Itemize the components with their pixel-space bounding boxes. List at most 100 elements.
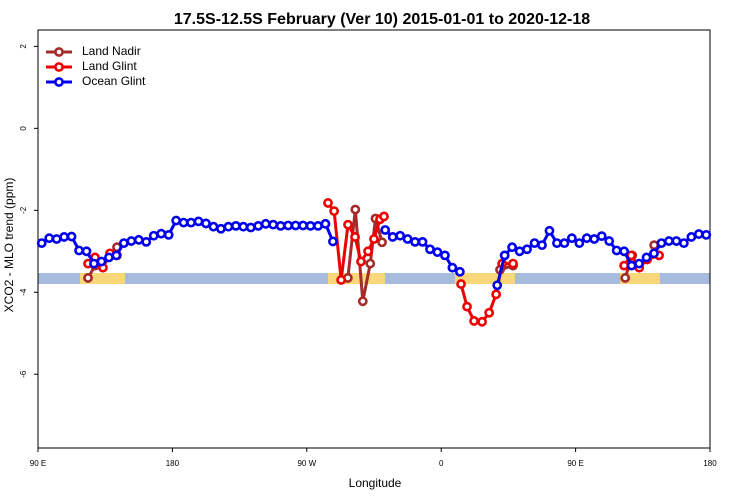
- point: [343, 219, 353, 230]
- x-tick-label: 90 E: [567, 459, 583, 468]
- point: [462, 301, 472, 312]
- point: [619, 260, 630, 271]
- point: [402, 234, 413, 244]
- point: [216, 223, 226, 234]
- point: [417, 236, 428, 247]
- point: [537, 240, 547, 251]
- point: [328, 236, 338, 247]
- point: [357, 296, 368, 307]
- point: [377, 237, 387, 248]
- point: [664, 236, 674, 246]
- point: [619, 246, 630, 257]
- point: [245, 222, 256, 233]
- point: [678, 238, 689, 248]
- point: [313, 220, 323, 231]
- point: [208, 221, 219, 232]
- point: [620, 273, 631, 283]
- point: [104, 252, 114, 263]
- point: [671, 236, 682, 246]
- land-mask: [38, 273, 710, 284]
- point: [186, 217, 196, 228]
- point: [178, 217, 189, 228]
- point: [508, 258, 518, 269]
- series: [83, 204, 660, 307]
- point: [329, 206, 340, 217]
- y-tick-label: 0: [19, 126, 28, 131]
- mask-land: [328, 273, 385, 284]
- point: [387, 232, 398, 242]
- point: [148, 230, 159, 241]
- series: [36, 215, 712, 291]
- point: [454, 266, 465, 277]
- point: [163, 230, 174, 240]
- point: [253, 220, 264, 231]
- y-tick-label: -6: [19, 370, 28, 378]
- point: [552, 238, 562, 248]
- point: [96, 256, 107, 267]
- y-tick-label: -2: [19, 206, 28, 214]
- point: [477, 316, 488, 327]
- point: [492, 280, 503, 291]
- point: [350, 232, 360, 242]
- point: [336, 275, 347, 285]
- y-tick-label: -4: [19, 288, 28, 296]
- point: [59, 232, 70, 242]
- point: [74, 245, 84, 256]
- point: [193, 216, 204, 227]
- point: [260, 218, 271, 229]
- point: [596, 231, 607, 242]
- point: [589, 234, 600, 244]
- point: [581, 233, 592, 244]
- point: [133, 234, 144, 245]
- point: [440, 250, 450, 261]
- point: [574, 238, 585, 248]
- point: [83, 273, 93, 283]
- point: [283, 220, 294, 231]
- point: [559, 238, 570, 248]
- point: [701, 230, 712, 240]
- x-tick-label: 0: [439, 459, 444, 468]
- point: [544, 225, 555, 236]
- point: [89, 258, 99, 269]
- x-axis-label: Longitude: [349, 476, 402, 490]
- point: [626, 260, 637, 271]
- legend-marker: [54, 77, 64, 87]
- x-tick-label: 90 W: [297, 459, 316, 468]
- mask-land: [455, 273, 515, 284]
- legend-label: Land Nadir: [82, 44, 141, 58]
- point: [425, 244, 435, 255]
- point: [118, 238, 129, 248]
- point: [363, 246, 373, 257]
- point: [305, 220, 316, 231]
- point: [686, 232, 697, 242]
- point: [223, 221, 234, 232]
- point: [469, 316, 479, 326]
- point: [395, 230, 406, 241]
- x-tick-label: 90 E: [30, 459, 46, 468]
- point: [298, 220, 308, 231]
- point: [141, 236, 152, 247]
- point: [171, 215, 182, 226]
- x-tick-label: 180: [703, 459, 717, 468]
- point: [51, 234, 62, 244]
- point: [447, 262, 458, 273]
- point: [275, 220, 286, 231]
- point: [156, 228, 167, 239]
- point: [238, 221, 249, 232]
- point: [320, 218, 331, 229]
- point: [81, 246, 92, 257]
- point: [111, 250, 122, 261]
- point: [566, 233, 577, 244]
- point: [44, 233, 55, 244]
- point: [499, 250, 510, 261]
- point: [356, 256, 366, 267]
- point: [230, 220, 241, 231]
- point: [484, 307, 495, 318]
- point: [323, 198, 333, 208]
- y-tick-label: 2: [19, 44, 28, 49]
- point: [66, 231, 77, 242]
- point: [529, 238, 540, 248]
- point: [514, 246, 525, 257]
- point: [365, 258, 376, 269]
- legend-label: Ocean Glint: [82, 74, 146, 88]
